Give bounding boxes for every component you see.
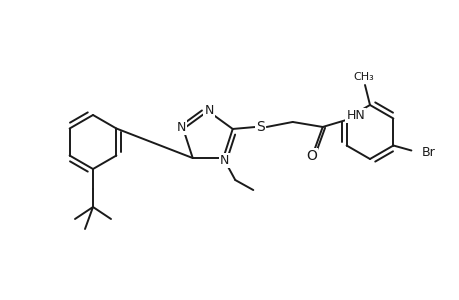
- Text: S: S: [256, 120, 264, 134]
- Text: N: N: [219, 154, 229, 166]
- Text: N: N: [176, 122, 185, 134]
- Text: O: O: [306, 149, 316, 163]
- Text: HN: HN: [346, 110, 364, 122]
- Text: CH₃: CH₃: [353, 72, 374, 82]
- Text: N: N: [204, 103, 213, 116]
- Text: Br: Br: [420, 146, 434, 159]
